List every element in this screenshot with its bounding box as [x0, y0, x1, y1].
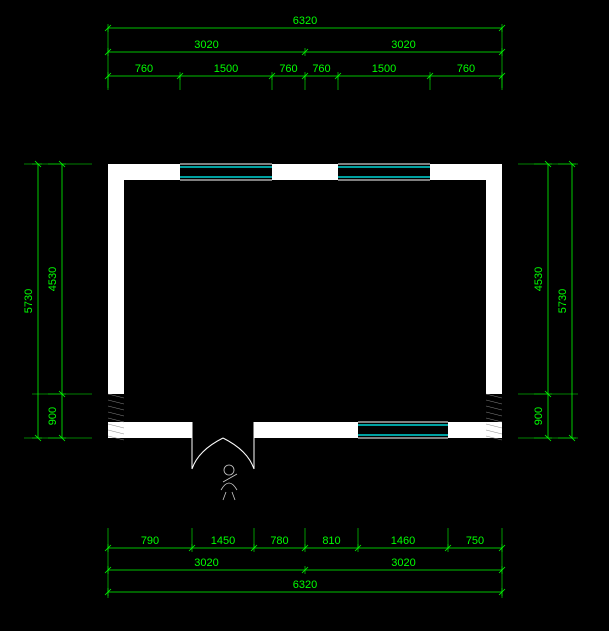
svg-text:750: 750 [466, 535, 484, 547]
svg-text:4530: 4530 [47, 267, 59, 291]
svg-text:6320: 6320 [293, 579, 317, 591]
svg-text:900: 900 [47, 407, 59, 425]
svg-text:760: 760 [457, 63, 475, 75]
svg-text:5730: 5730 [23, 289, 35, 313]
wall-left [108, 164, 124, 394]
svg-text:760: 760 [312, 63, 330, 75]
wall-bottom [254, 422, 358, 438]
wall-bottom [108, 422, 192, 438]
svg-text:810: 810 [322, 535, 340, 547]
svg-text:1500: 1500 [372, 63, 396, 75]
svg-text:3020: 3020 [391, 557, 415, 569]
svg-text:900: 900 [533, 407, 545, 425]
svg-text:6320: 6320 [293, 15, 317, 27]
wall-bottom [448, 422, 502, 438]
wall-top [272, 164, 338, 180]
svg-text:5730: 5730 [557, 289, 569, 313]
svg-text:1450: 1450 [211, 535, 235, 547]
svg-text:760: 760 [279, 63, 297, 75]
wall-right [486, 164, 502, 394]
svg-text:3020: 3020 [391, 39, 415, 51]
person-icon [224, 465, 234, 475]
svg-text:1500: 1500 [214, 63, 238, 75]
svg-text:790: 790 [141, 535, 159, 547]
svg-text:1460: 1460 [391, 535, 415, 547]
svg-text:4530: 4530 [533, 267, 545, 291]
svg-text:3020: 3020 [194, 39, 218, 51]
svg-text:760: 760 [135, 63, 153, 75]
cad-floorplan: 6320 3020 3020 760 1500 760 760 1500 760 790 1450 7… [0, 0, 609, 631]
svg-text:780: 780 [270, 535, 288, 547]
svg-text:3020: 3020 [194, 557, 218, 569]
